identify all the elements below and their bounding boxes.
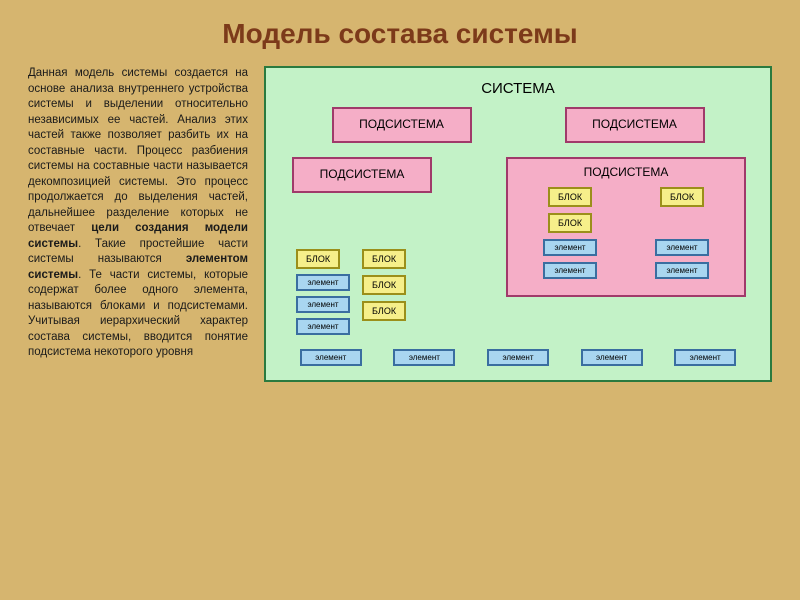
slide-title: Модель состава системы <box>28 18 772 50</box>
block-box: БЛОК <box>548 213 592 233</box>
subsystem-box: ПОДСИСТЕМА <box>292 157 432 193</box>
slide: Модель состава системы Данная модель сис… <box>0 0 800 600</box>
element-box: элемент <box>655 262 709 279</box>
block-stack-left: БЛОК элемент элемент элемент <box>296 249 350 335</box>
block-box: БЛОК <box>362 249 406 269</box>
subsystem-nested: ПОДСИСТЕМА БЛОК БЛОК БЛОК элемент элемен… <box>506 157 746 297</box>
block-box: БЛОК <box>296 249 340 269</box>
element-box: элемент <box>296 296 350 313</box>
nested-row-2: БЛОК <box>518 213 734 233</box>
element-row-bottom: элемент элемент элемент элемент элемент <box>282 349 754 366</box>
block-box: БЛОК <box>362 301 406 321</box>
element-box: элемент <box>296 274 350 291</box>
description-text: Данная модель системы создается на основ… <box>28 66 248 382</box>
element-box: элемент <box>296 318 350 335</box>
element-box: элемент <box>581 349 643 366</box>
element-box: элемент <box>543 239 597 256</box>
subsystem-label: ПОДСИСТЕМА <box>518 165 734 179</box>
system-label: СИСТЕМА <box>282 80 754 97</box>
block-box: БЛОК <box>660 187 704 207</box>
subsystem-box: ПОДСИСТЕМА <box>332 107 472 143</box>
element-box: элемент <box>674 349 736 366</box>
nested-elements-2: элемент элемент <box>518 262 734 279</box>
element-box: элемент <box>300 349 362 366</box>
system-box: СИСТЕМА ПОДСИСТЕМА ПОДСИСТЕМА ПОДСИСТЕМА… <box>264 66 772 382</box>
block-box: БЛОК <box>548 187 592 207</box>
block-stack-center: БЛОК БЛОК БЛОК <box>362 249 406 335</box>
nested-elements-1: элемент элемент <box>518 239 734 256</box>
element-box: элемент <box>393 349 455 366</box>
subsystem-box: ПОДСИСТЕМА <box>565 107 705 143</box>
block-box: БЛОК <box>362 275 406 295</box>
subsystem-row-top: ПОДСИСТЕМА ПОДСИСТЕМА <box>282 107 754 143</box>
content-row: Данная модель системы создается на основ… <box>28 66 772 382</box>
element-box: элемент <box>487 349 549 366</box>
mid-region: ПОДСИСТЕМА БЛОК элемент элемент элемент … <box>282 157 754 335</box>
element-box: элемент <box>655 239 709 256</box>
nested-blocks-top: БЛОК БЛОК <box>518 187 734 207</box>
element-box: элемент <box>543 262 597 279</box>
